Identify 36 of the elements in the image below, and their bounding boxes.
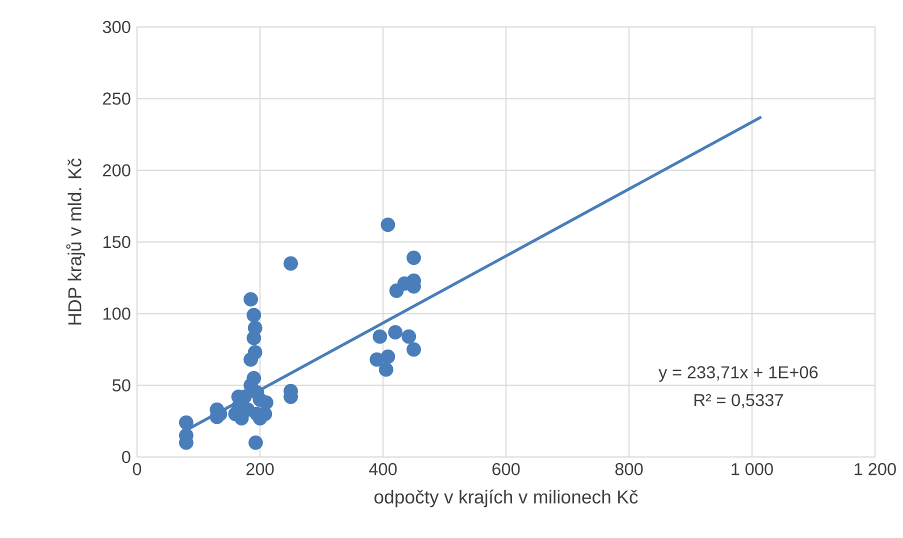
point: [246, 308, 262, 322]
y-tick-label: 50: [112, 379, 130, 392]
point: [388, 325, 403, 340]
point: [380, 218, 396, 232]
point: [244, 352, 258, 367]
y-tick-label: 0: [122, 450, 130, 464]
point: [380, 349, 396, 364]
point: [406, 250, 421, 265]
y-tick-label: 300: [102, 20, 130, 34]
point: [258, 395, 274, 410]
x-tick-label: 200: [246, 463, 274, 476]
x-tick-label: 1 200: [854, 463, 896, 476]
x-tick-label: 800: [615, 463, 643, 476]
point: [406, 342, 421, 357]
point: [378, 362, 394, 377]
point: [248, 435, 263, 450]
y-tick-label: 250: [103, 92, 130, 105]
y-tick-label: 100: [103, 308, 130, 320]
point: [179, 415, 194, 430]
x-tick-label: 0: [132, 463, 142, 476]
point: [244, 292, 258, 307]
x-tick-label: 600: [492, 463, 520, 476]
point: [246, 370, 262, 386]
x-tick-label: 400: [369, 463, 397, 476]
y-tick-label: 200: [103, 164, 130, 176]
y-tick-label: 150: [103, 236, 130, 248]
y-axis-title: HDP krajů v mld. Kč: [66, 158, 86, 325]
point: [246, 330, 262, 346]
annotation: R² = 0,5337: [694, 394, 783, 408]
point: [389, 284, 404, 298]
point: [284, 256, 298, 271]
annotation: y = 233,71x + 1E+06: [658, 366, 818, 382]
point: [402, 329, 416, 344]
point: [372, 329, 388, 344]
x-tick-label: 1 000: [732, 463, 773, 476]
x-axis-title: odpočty v krajích v milionech Kč: [374, 490, 638, 508]
